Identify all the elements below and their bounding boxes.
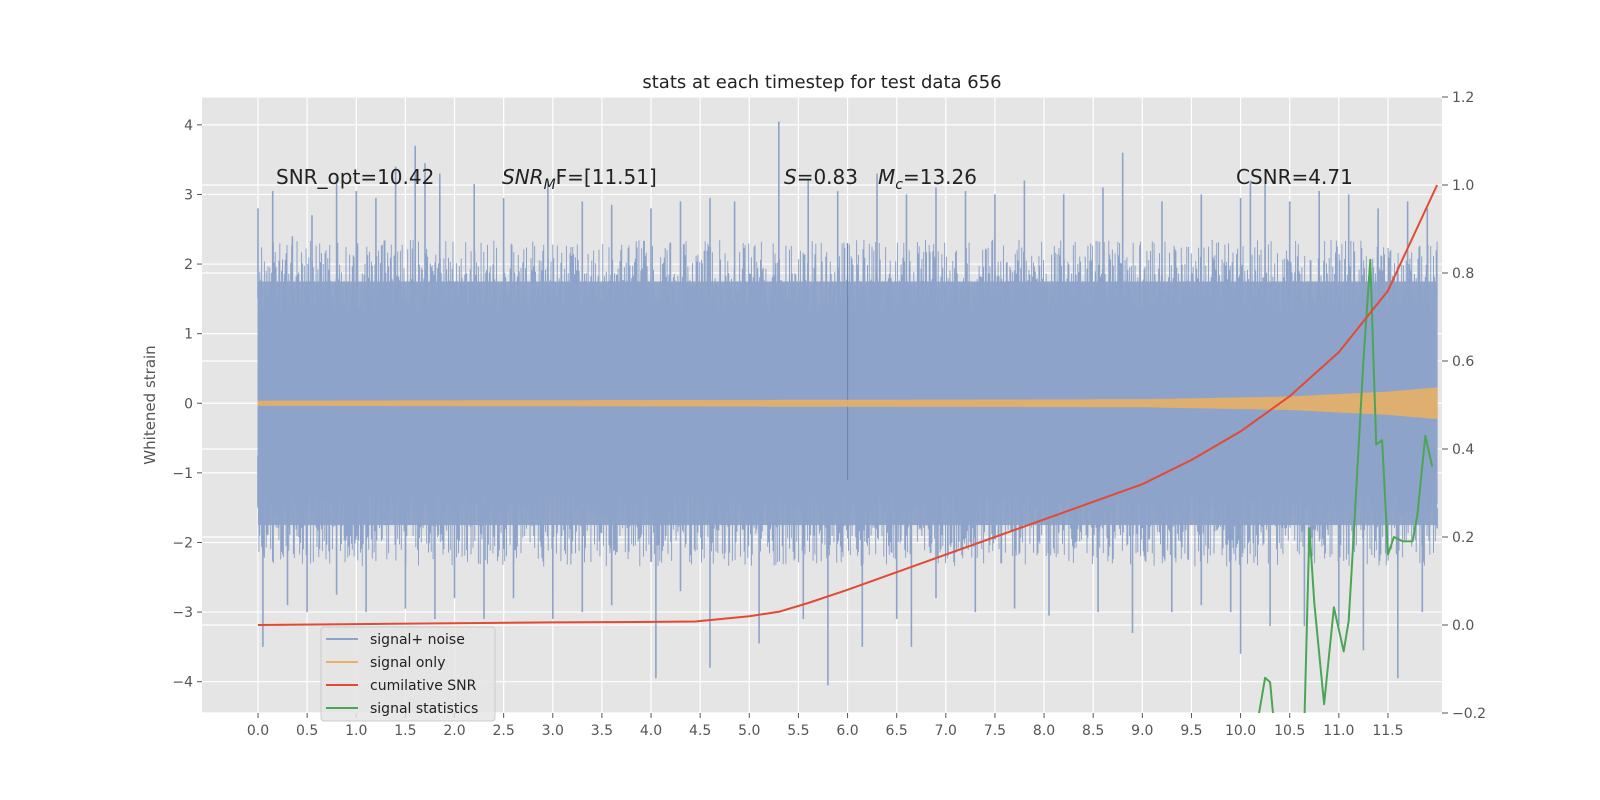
- annotation-snr-mf-subscript: M: [544, 177, 556, 193]
- x-tick-label: 11.5: [1372, 723, 1403, 739]
- x-tick-label: 4.0: [640, 723, 662, 739]
- chart-title: stats at each timestep for test data 656: [642, 72, 1001, 93]
- y2-tick-label: 0.6: [1452, 354, 1474, 370]
- x-tick-label: 10.5: [1274, 723, 1305, 739]
- y-axis-label: Whitened strain: [141, 345, 159, 464]
- legend-label-signal-only: signal only: [370, 655, 445, 671]
- legend-label-cumulative-snr: cumilative SNR: [370, 678, 477, 694]
- legend-box: [320, 626, 496, 722]
- annotation-s-value: =0.83: [797, 165, 858, 189]
- y-tick-label: 3: [184, 187, 193, 203]
- annotation-snr-mf: SNRMF=[11.51]: [502, 165, 657, 193]
- x-tick-label: 7.0: [935, 723, 957, 739]
- y-tick-label: 4: [184, 118, 193, 134]
- y2-tick-label: 1.2: [1452, 90, 1474, 106]
- x-tick-label: 8.0: [1033, 723, 1055, 739]
- x-tick-label: 5.0: [738, 723, 760, 739]
- annotation-csnr: CSNR=4.71: [1236, 165, 1353, 189]
- y2-tick-label: 0.4: [1452, 442, 1474, 458]
- legend-label-signal-noise: signal+ noise: [370, 632, 465, 648]
- x-tick-label: 3.5: [591, 723, 613, 739]
- x-tick-label: 11.0: [1323, 723, 1354, 739]
- series-cumulative-snr: [257, 184, 1439, 626]
- y2-tick-label: 1.0: [1452, 178, 1474, 194]
- legend: signal+ noise signal only cumilative SNR…: [320, 626, 496, 722]
- y2-tick-label: 0.0: [1452, 618, 1474, 634]
- x-tick-label: 9.0: [1131, 723, 1153, 739]
- x-axis: 0.0 0.5 1.0 1.5 2.0 2.5 3.0 3.5 4.0 4.5 5.0 5.5 6.0 6…: [247, 713, 1404, 739]
- annotation-mc-subscript: c: [895, 177, 903, 193]
- x-tick-label: 7.5: [984, 723, 1006, 739]
- x-tick-label: 8.5: [1082, 723, 1104, 739]
- x-tick-label: 1.5: [394, 723, 416, 739]
- x-tick-label: 1.0: [345, 723, 367, 739]
- y-tick-label: −1: [172, 466, 193, 482]
- x-tick-label: 6.0: [836, 723, 858, 739]
- x-tick-label: 5.5: [787, 723, 809, 739]
- x-tick-label: 0.0: [247, 723, 269, 739]
- annotation-mc-value: =13.26: [903, 165, 977, 189]
- y-axis-right: 1.2 1.0 0.8 0.6 0.4 0.2 0.0 −0.2: [1442, 90, 1486, 722]
- annotation-snr-mf-value: F=[11.51]: [556, 165, 657, 189]
- y-tick-label: 2: [184, 257, 193, 273]
- legend-label-signal-statistics: signal statistics: [370, 701, 478, 717]
- x-tick-label: 0.5: [296, 723, 318, 739]
- signal-only-band: [257, 387, 1438, 420]
- annotation-s-symbol: S: [784, 165, 797, 189]
- y-tick-label: −4: [172, 675, 193, 691]
- y-axis-left: 4 3 2 1 0 −1 −2 −3 −4: [172, 118, 202, 691]
- series-signal-statistics: [1258, 258, 1434, 713]
- y-tick-label: 1: [184, 327, 193, 343]
- y2-tick-label: 0.2: [1452, 530, 1474, 546]
- annotation-mc-symbol: M: [878, 165, 895, 189]
- x-tick-label: 4.5: [689, 723, 711, 739]
- y-tick-label: −3: [172, 605, 193, 621]
- annotation-s: S=0.83: [784, 165, 858, 189]
- series-layer: [257, 121, 1439, 713]
- y-tick-label: −2: [172, 535, 193, 551]
- x-tick-label: 6.5: [886, 723, 908, 739]
- annotation-mc: Mc=13.26: [878, 165, 977, 193]
- annotation-snr-mf-symbol: SNR: [502, 165, 544, 189]
- series-signal-only: [257, 387, 1438, 420]
- x-tick-label: 3.0: [542, 723, 564, 739]
- signal-noise-peaks: [257, 121, 1438, 686]
- x-tick-label: 2.0: [443, 723, 465, 739]
- x-tick-label: 10.0: [1225, 723, 1256, 739]
- x-tick-label: 2.5: [493, 723, 515, 739]
- x-tick-label: 9.5: [1180, 723, 1202, 739]
- y-tick-label: 0: [184, 396, 193, 412]
- y2-tick-label: −0.2: [1452, 706, 1486, 722]
- y2-tick-label: 0.8: [1452, 266, 1474, 282]
- annotation-snr-opt: SNR_opt=10.42: [276, 165, 434, 189]
